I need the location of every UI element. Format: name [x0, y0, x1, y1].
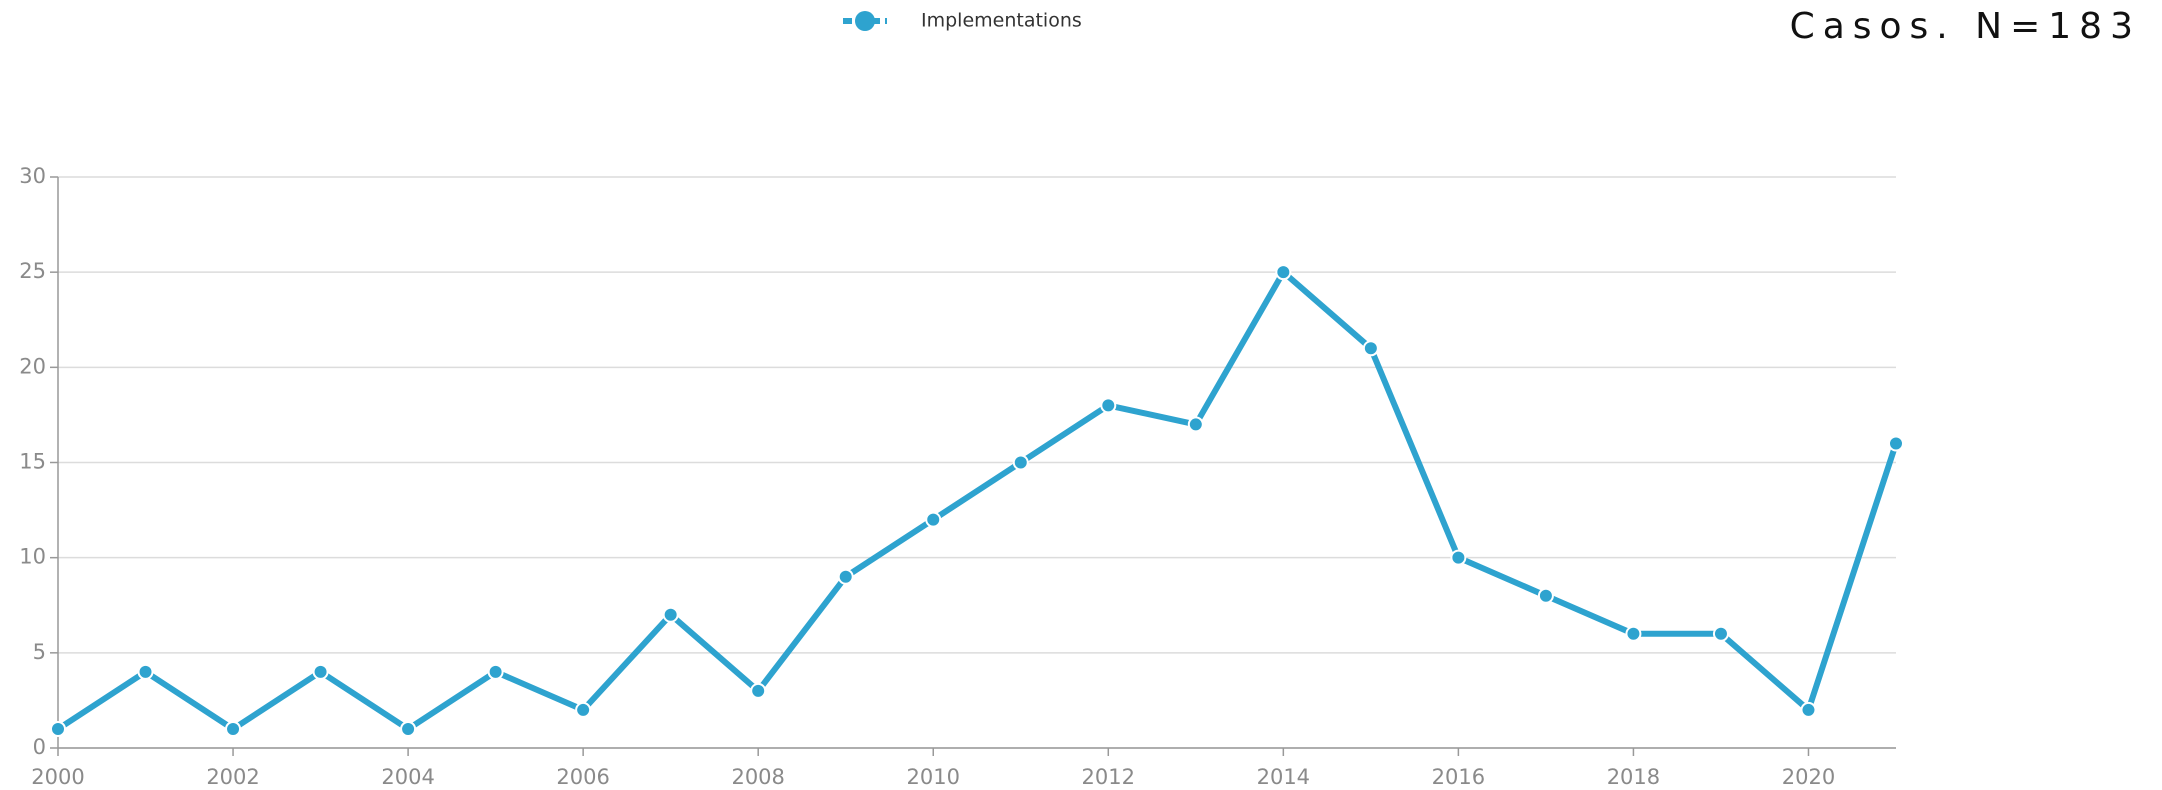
point — [1800, 701, 1817, 718]
x-tick-label: 2016 — [1432, 765, 1485, 789]
y-tick-label: 10 — [19, 545, 46, 569]
x-tick-label: 2010 — [907, 765, 960, 789]
legend-label: Implementations — [921, 10, 1082, 32]
y-tick-label: 5 — [33, 640, 46, 664]
point — [662, 606, 679, 623]
x-tick-label: 2004 — [381, 765, 434, 789]
annotation: Casos. N=183 — [1790, 6, 2141, 47]
point — [1100, 397, 1117, 414]
point — [137, 663, 154, 680]
x-tick-label: 2012 — [1082, 765, 1135, 789]
point — [1187, 416, 1204, 433]
y-tick-label: 30 — [19, 164, 46, 188]
point — [50, 720, 66, 737]
x-tick-label: 2008 — [731, 765, 784, 789]
x-tick-label: 2006 — [556, 765, 609, 789]
x-tick-label: 2018 — [1607, 765, 1660, 789]
y-tick-label: 20 — [19, 354, 46, 378]
point — [750, 682, 767, 699]
point — [1275, 264, 1292, 281]
y-tick-label: 0 — [33, 735, 46, 759]
point — [1450, 549, 1467, 566]
point — [487, 663, 504, 680]
point — [225, 720, 242, 737]
point — [400, 720, 417, 737]
point — [837, 568, 854, 585]
y-tick-label: 15 — [19, 450, 46, 474]
point — [1362, 340, 1379, 357]
x-tick-label: 2020 — [1782, 765, 1835, 789]
point — [1712, 625, 1729, 642]
x-tick-label: 2000 — [31, 765, 84, 789]
point — [925, 511, 942, 528]
point — [1537, 587, 1554, 604]
point — [1625, 625, 1642, 642]
point — [312, 663, 329, 680]
y-tick-label: 25 — [19, 259, 46, 283]
point — [1888, 435, 1904, 452]
series-line — [56, 269, 1899, 732]
x-tick-label: 2014 — [1257, 765, 1310, 789]
point — [575, 701, 592, 718]
x-tick-label: 2002 — [206, 765, 259, 789]
point — [1012, 454, 1029, 471]
legend-marker — [855, 11, 875, 31]
